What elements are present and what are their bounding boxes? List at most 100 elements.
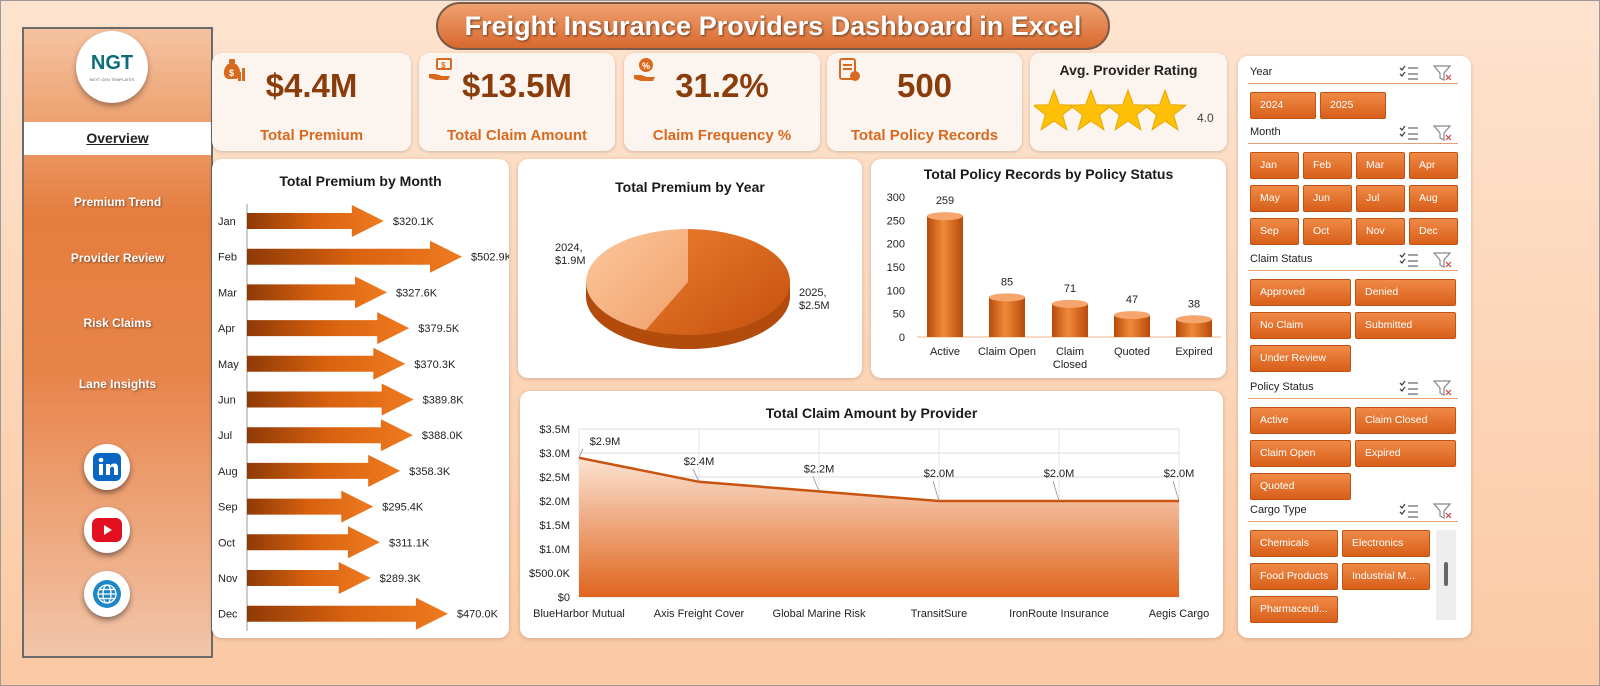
clear-filter-icon[interactable] [1432, 125, 1452, 141]
slicer-divider [1248, 143, 1458, 144]
slicer-item-month-dec[interactable]: Dec [1409, 218, 1458, 245]
slicer-divider [1248, 521, 1458, 522]
slicer-item-month-jan[interactable]: Jan [1250, 152, 1299, 179]
panel-premium-by-month: Total Premium by Month Jan $320.1K Feb $502… [212, 159, 509, 638]
slicer-item-claim-status-approved[interactable]: Approved [1250, 279, 1351, 306]
slicer-item-month-jul[interactable]: Jul [1356, 185, 1405, 212]
month-data-label: $502.9K [471, 252, 509, 264]
rating-star-icon [1034, 89, 1077, 131]
multi-select-icon[interactable] [1399, 125, 1418, 140]
slicer-item-month-feb[interactable]: Feb [1303, 152, 1352, 179]
slicer-controls [1398, 501, 1462, 526]
month-data-label: $389.8K [423, 395, 465, 407]
slicer-controls [1398, 63, 1462, 88]
month-tick-label: Apr [218, 323, 235, 335]
kpi-claim-frequency: % 31.2% Claim Frequency % [624, 53, 820, 151]
clear-filter-icon[interactable] [1432, 380, 1452, 396]
slicer-item-month-jun[interactable]: Jun [1303, 185, 1352, 212]
slicer-item-policy-status-quoted[interactable]: Quoted [1250, 473, 1351, 500]
multi-select-icon[interactable] [1399, 65, 1418, 80]
slicer-title-month: Month [1250, 126, 1281, 138]
provider-tick-label: Aegis Cargo [1149, 608, 1210, 620]
month-bar [247, 276, 388, 309]
claim-label-leader [1172, 480, 1180, 502]
policy-records-chart: 0 50 100 150 200 250 300 259 Active 85 Claim Open 7… [887, 192, 1221, 371]
status-tick-label: Claim Open [978, 346, 1036, 358]
slicer-item-cargo-type-chemicals[interactable]: Chemicals [1250, 530, 1338, 557]
rating-stars [1034, 89, 1188, 131]
slicer-item-month-nov[interactable]: Nov [1356, 218, 1405, 245]
slicer-item-policy-status-claim-closed[interactable]: Claim Closed [1355, 407, 1456, 434]
status-tick-label: Expired [1175, 346, 1212, 358]
slicer-item-month-may[interactable]: May [1250, 185, 1299, 212]
multi-select-icon[interactable] [1399, 252, 1418, 267]
nav-premium-trend[interactable]: Premium Trend [73, 195, 162, 209]
claim-data-label: $2.0M [1164, 468, 1195, 480]
slicer-item-month-oct[interactable]: Oct [1303, 218, 1352, 245]
nav-lane-insights[interactable]: Lane Insights [78, 377, 157, 391]
chart-title: Total Policy Records by Policy Status [923, 166, 1174, 182]
kpi-value: 31.2% [675, 67, 769, 104]
slicer-item-claim-status-submitted[interactable]: Submitted [1355, 312, 1456, 339]
month-tick-label: Jul [218, 430, 232, 442]
multi-select-icon[interactable] [1399, 503, 1418, 518]
multi-select-icon[interactable] [1399, 380, 1418, 395]
slicer-panel: Year 2024 2025 Month Jan Feb Mar Apr May Jun Jul Au… [1238, 56, 1471, 638]
youtube-button[interactable] [84, 507, 130, 553]
y-tick-label: 100 [887, 285, 905, 297]
status-bar [1176, 319, 1212, 337]
pie-slice-2025 [645, 229, 790, 335]
kpi-avg-provider-rating: Avg. Provider Rating 4.0 [1030, 53, 1227, 151]
slicer-item-cargo-type-electronics[interactable]: Electronics [1342, 530, 1430, 557]
slicer-item-month-mar[interactable]: Mar [1356, 152, 1405, 179]
clear-filter-icon[interactable] [1432, 503, 1452, 519]
provider-tick-label: IronRoute Insurance [1009, 608, 1109, 620]
month-bar [247, 526, 381, 559]
slicer-item-claim-status-denied[interactable]: Denied [1355, 279, 1456, 306]
slicer-item-policy-status-claim-open[interactable]: Claim Open [1250, 440, 1351, 467]
kpi-total-policy-records: 500 Total Policy Records [827, 53, 1022, 151]
website-button[interactable] [84, 571, 130, 617]
status-bar-top [1176, 315, 1212, 324]
slicer-item-policy-status-active[interactable]: Active [1250, 407, 1351, 434]
kpi-value: $4.4M [265, 67, 358, 104]
month-data-label: $379.5K [418, 323, 460, 335]
clear-filter-icon[interactable] [1432, 65, 1452, 81]
slicer-item-year-2024[interactable]: 2024 [1250, 92, 1316, 119]
nav-risk-claims[interactable]: Risk Claims [83, 316, 152, 330]
cargo-type-scrollbar[interactable] [1436, 530, 1456, 620]
claim-data-label: $2.4M [684, 456, 715, 468]
status-data-label: 38 [1188, 298, 1200, 310]
slicer-item-claim-status-under-review[interactable]: Under Review [1250, 345, 1351, 372]
chart-title: Total Premium by Year [615, 179, 765, 195]
slicer-item-cargo-type-industrial-m[interactable]: Industrial M... [1342, 563, 1430, 590]
claim-data-label: $2.0M [1044, 468, 1075, 480]
slicer-item-cargo-type-food-products[interactable]: Food Products [1250, 563, 1338, 590]
y-tick-label: 300 [887, 192, 905, 204]
month-bar [247, 419, 413, 452]
nav-overview[interactable]: Overview [24, 122, 211, 155]
chart-title: Total Claim Amount by Provider [765, 405, 978, 421]
slicer-item-policy-status-expired[interactable]: Expired [1355, 440, 1456, 467]
y-tick-label: $1.5M [539, 520, 570, 532]
linkedin-button[interactable] [84, 444, 130, 490]
month-data-label: $370.3K [414, 359, 456, 371]
slicer-item-cargo-type-pharmaceuti[interactable]: Pharmaceuti... [1250, 596, 1338, 623]
status-data-label: 47 [1126, 294, 1138, 306]
claim-label-leader [1052, 480, 1060, 502]
slicer-item-year-2025[interactable]: 2025 [1320, 92, 1386, 119]
slicer-item-month-apr[interactable]: Apr [1409, 152, 1458, 179]
slicer-item-month-sep[interactable]: Sep [1250, 218, 1299, 245]
clear-filter-icon[interactable] [1432, 252, 1452, 268]
globe-icon [93, 580, 121, 608]
y-tick-label: 150 [887, 262, 905, 274]
panel-claim-amount-by-provider: Total Claim Amount by Provider $0 $500.0K… [520, 391, 1223, 638]
nav-provider-review[interactable]: Provider Review [70, 251, 165, 265]
slicer-item-claim-status-no-claim[interactable]: No Claim [1250, 312, 1351, 339]
y-tick-label: $1.0M [539, 544, 570, 556]
svg-text:%: % [642, 61, 650, 71]
scrollbar-thumb[interactable] [1444, 562, 1448, 586]
month-bar [247, 490, 374, 523]
claim-label-leader [812, 476, 820, 492]
slicer-item-month-aug[interactable]: Aug [1409, 185, 1458, 212]
